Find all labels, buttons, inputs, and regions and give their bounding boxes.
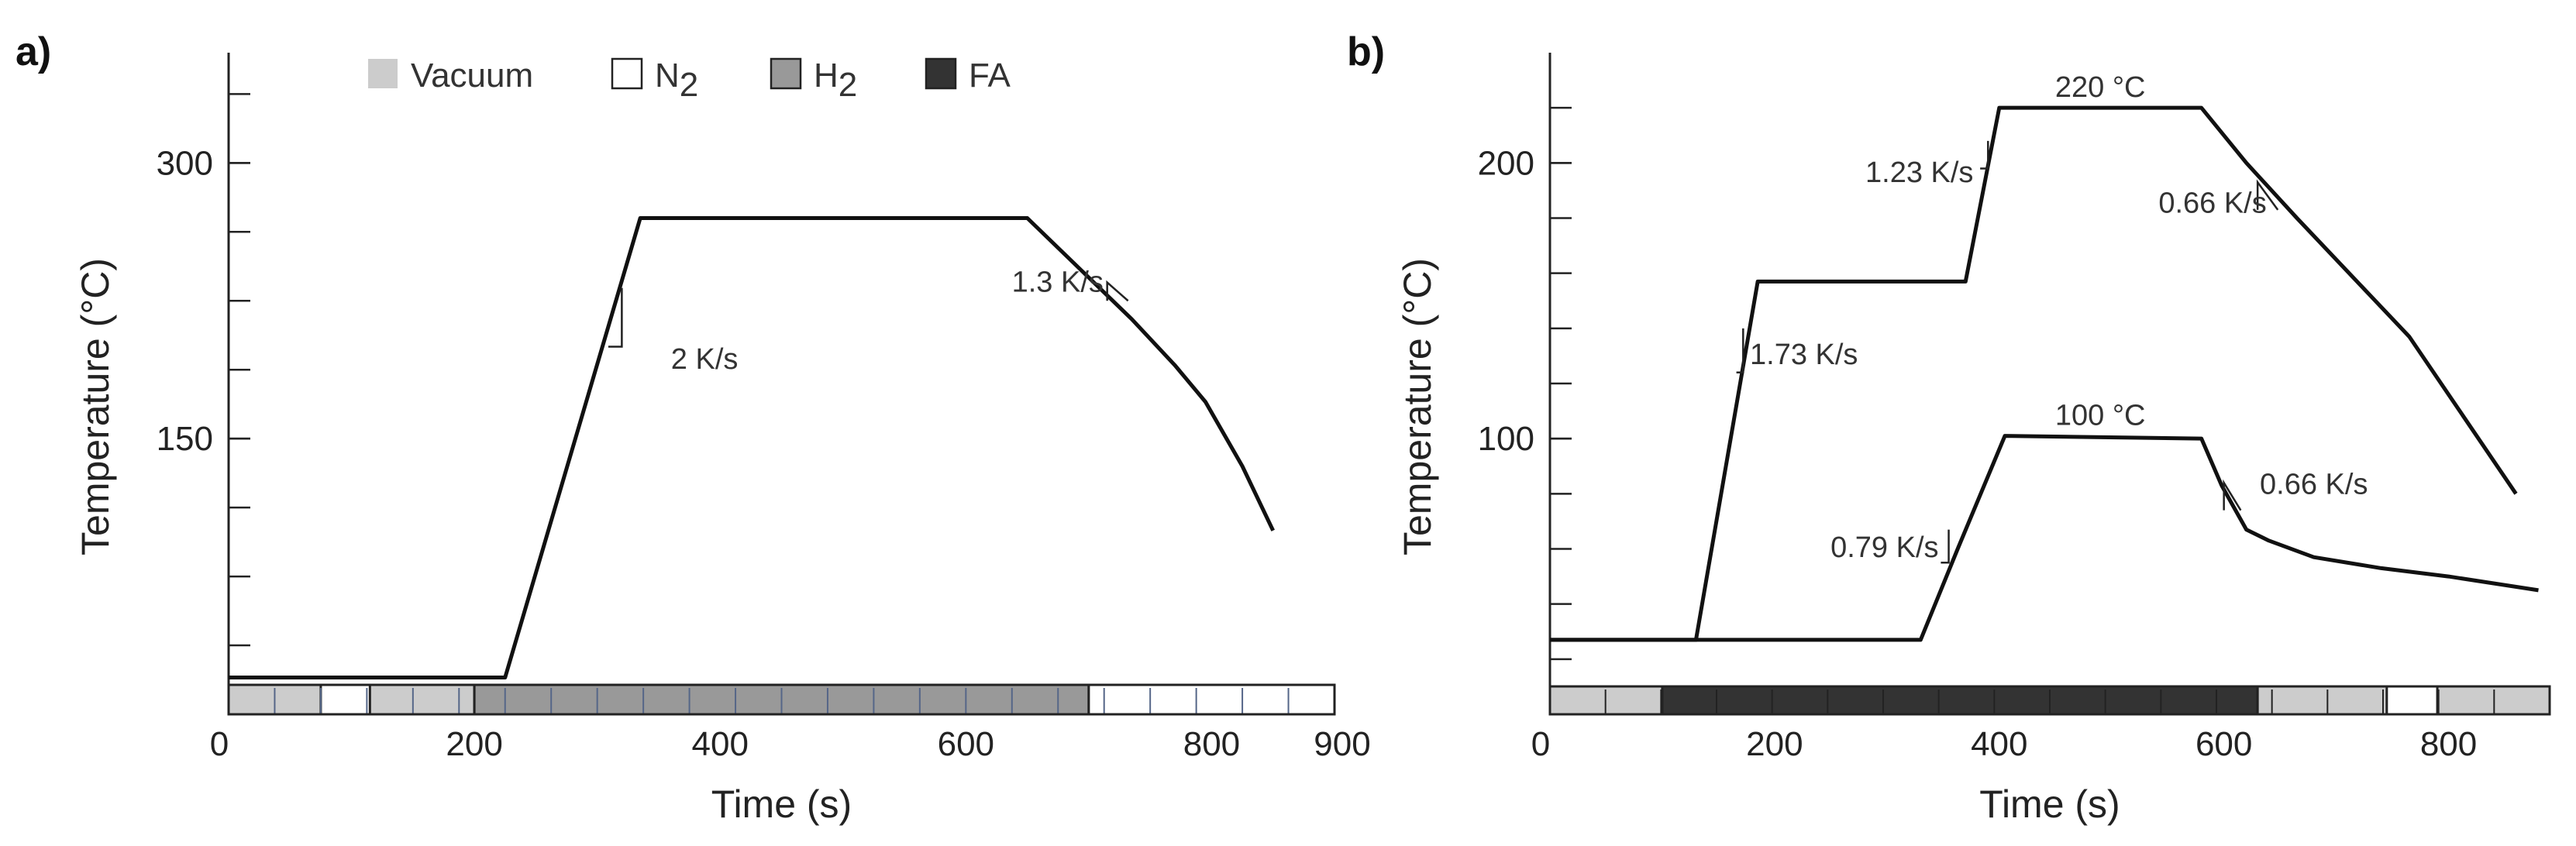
x-tick-label: 200 [1746, 725, 1803, 763]
legend-swatch [770, 57, 802, 90]
gas-segment-n2 [1087, 683, 1336, 716]
annotation: 100 °C [2055, 399, 2146, 432]
x-tick-label: 0 [1531, 725, 1550, 763]
gas-segment-n2 [319, 683, 371, 716]
slope-marker [2256, 179, 2279, 211]
annotation: 0.79 K/s [1830, 531, 1938, 564]
x-tick-label: 800 [2420, 725, 2477, 763]
annotation: 0.66 K/s [2260, 468, 2368, 500]
legend-swatch [611, 57, 643, 90]
series-line-0 [229, 216, 1275, 680]
x-tick-label: 400 [1971, 725, 2027, 763]
panel-b: b) 100 200 0 200 400 600 800 Temperature (°C) Tim… [1347, 29, 2551, 826]
y-tick-label: 300 [157, 144, 213, 182]
legend-swatch [925, 57, 957, 90]
legend-label: N2 [655, 57, 698, 104]
slope-marker [1736, 328, 1744, 374]
panel-label: a) [15, 29, 51, 74]
series-line-1 [1550, 434, 2539, 642]
panel-a: a) 150 300 0 200 400 600 800 900 Temperature (°C)… [15, 29, 1371, 826]
x-tick-label: 600 [2195, 725, 2252, 763]
slope-marker [2223, 479, 2242, 511]
gas-segment-n2 [2385, 685, 2439, 716]
y-tick-label: 150 [157, 420, 213, 458]
annotation: 1.73 K/s [1750, 339, 1858, 371]
x-tick-label: 400 [692, 725, 749, 763]
x-tick-label: 600 [938, 725, 994, 763]
gas-segment-fa [1661, 685, 2259, 716]
slope-marker [1941, 529, 1950, 564]
slope-marker [608, 287, 623, 348]
legend-label: Vacuum [411, 57, 533, 95]
legend-label: FA [969, 57, 1011, 95]
y-axis-title: Temperature (°C) [1396, 258, 1439, 555]
x-tick-label: 800 [1183, 725, 1240, 763]
slope-marker [1106, 280, 1129, 302]
annotation: 1.3 K/s [1012, 266, 1104, 298]
x-tick-label: 900 [1314, 725, 1370, 763]
x-tick-label: 200 [446, 725, 502, 763]
y-tick-label: 100 [1478, 420, 1534, 458]
panel-label: b) [1347, 29, 1385, 74]
annotation: 220 °C [2055, 71, 2146, 104]
y-axis-title: Temperature (°C) [74, 258, 117, 555]
annotation: 2 K/s [671, 343, 739, 376]
x-axis-title: Time (s) [1979, 782, 2120, 826]
x-tick-label: 0 [210, 725, 229, 763]
legend-swatch [368, 59, 398, 88]
legend-label: H2 [814, 57, 857, 104]
slope-marker [1980, 140, 1989, 170]
x-axis-title: Time (s) [711, 782, 852, 826]
series-line-0 [1550, 105, 2518, 642]
annotation: 0.66 K/s [2158, 187, 2266, 219]
y-tick-label: 200 [1478, 144, 1534, 182]
annotation: 1.23 K/s [1865, 156, 1973, 189]
